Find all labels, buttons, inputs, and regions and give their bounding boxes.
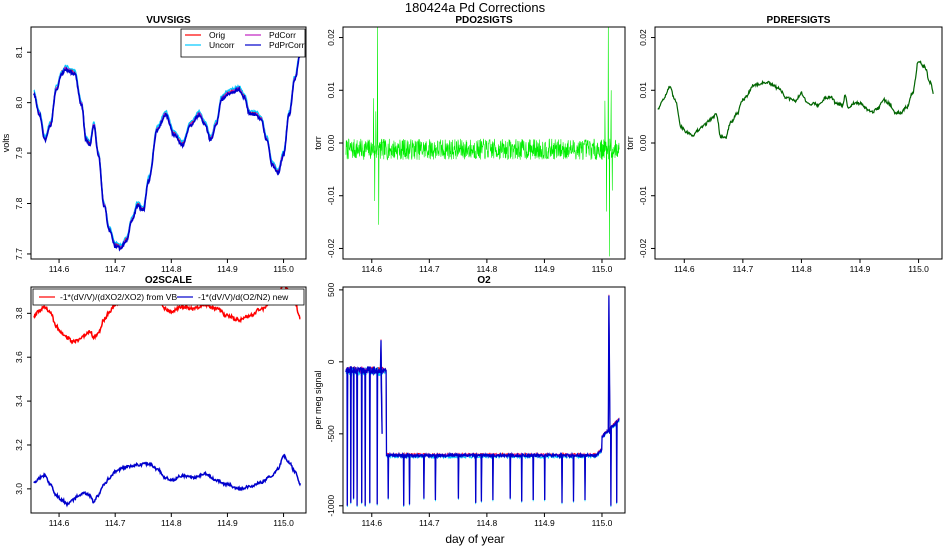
x-tick-label: 114.9: [217, 518, 238, 528]
x-tick-label: 114.8: [791, 264, 812, 274]
legend-label: Uncorr: [209, 40, 235, 50]
plot-frame: [30, 286, 307, 514]
legend-label: -1*(dV/V)/d(O2/N2) new: [198, 292, 289, 302]
panel-title: VUVSIGS: [146, 15, 191, 26]
y-tick-label: 8.1: [14, 46, 24, 58]
x-tick-label: 114.7: [419, 264, 440, 274]
y-tick-label: 3.8: [14, 307, 24, 319]
series-line-o2-3: [345, 295, 620, 506]
y-tick-label: 3.0: [14, 483, 24, 495]
x-tick-label: 115.0: [908, 264, 929, 274]
series-line-vuvsigs-2: [33, 52, 301, 251]
y-tick-label: 3.6: [14, 351, 24, 363]
y-tick-label: 0.01: [638, 82, 648, 99]
panel-o2: O2 114.6 114.7 114.8 114.9 115.0 -1000 -500 0 500…: [313, 275, 626, 528]
y-tick-label: 3.2: [14, 439, 24, 451]
x-tick-label: 114.8: [477, 518, 498, 528]
x-tick-label: 114.9: [534, 264, 555, 274]
y-tick-label: 7.8: [14, 197, 24, 209]
y-tick-label: 0.02: [326, 29, 336, 46]
legend-label: -1*(dV/V)/(dXO2/XO2) from VB: [60, 292, 177, 302]
y-tick-label: -0.02: [326, 238, 336, 258]
panel-title: O2: [477, 275, 491, 286]
x-tick-label: 115.0: [592, 518, 613, 528]
figure-title: 180424a Pd Corrections: [405, 0, 546, 15]
x-tick-label: 114.7: [105, 264, 126, 274]
y-tick-label: -0.01: [326, 186, 336, 206]
series-line-o2-2: [345, 295, 620, 506]
panel-o2scale: O2SCALE 114.6 114.7 114.8 114.9 115.0 3.0 3.2 3.…: [14, 275, 307, 528]
x-tick-label: 115.0: [273, 518, 294, 528]
x-tick-label: 114.6: [361, 518, 382, 528]
plot-area: [345, 27, 620, 257]
x-tick-label: 114.7: [419, 518, 440, 528]
series-line-pdo2sig: [345, 27, 620, 257]
y-tick-label: 0.00: [326, 134, 336, 151]
x-tick-label: 114.6: [49, 264, 70, 274]
y-tick-label: -500: [326, 425, 336, 442]
series-line-vuvsigs-1: [33, 49, 301, 247]
panel-vuvsigs: VUVSIGS 114.6 114.7 114.8 114.9 115.0 7.7 7.8 7.…: [1, 15, 307, 274]
panel-title: PDREFSIGTS: [767, 15, 831, 26]
x-tick-label: 115.0: [273, 264, 294, 274]
y-axis-label: volts: [1, 133, 11, 152]
y-axis-label: torr: [313, 136, 323, 150]
series-line-vuvsigs-3: [33, 53, 301, 252]
figure-xlabel: day of year: [445, 532, 504, 546]
legend-box: [32, 288, 305, 306]
x-tick-label: 114.8: [477, 264, 498, 274]
plot-area: [345, 294, 620, 508]
legend-label: Orig: [209, 30, 225, 40]
series-line-o2scale-1: [33, 453, 302, 508]
y-tick-label: 7.9: [14, 147, 24, 159]
y-tick-label: 7.7: [14, 248, 24, 260]
legend: Orig PdCorr Uncorr PdPrCorr: [180, 28, 306, 58]
x-tick-label: 114.8: [161, 518, 182, 528]
y-tick-label: 0: [326, 359, 336, 364]
panel-pdrefsigts: PDREFSIGTS 114.6 114.7 114.8 114.9 115.0 -0.02…: [625, 15, 943, 274]
y-tick-label: 8.0: [14, 96, 24, 108]
x-tick-label: 114.9: [217, 264, 238, 274]
y-axis-label: per meg signal: [313, 370, 323, 429]
series-line-vuvsigs-0: [33, 52, 301, 248]
panel-title: PDO2SIGTS: [455, 15, 513, 26]
y-tick-label: -1000: [326, 495, 336, 517]
plot-frame: [654, 26, 943, 260]
x-tick-label: 114.6: [674, 264, 695, 274]
y-tick-label: 3.4: [14, 395, 24, 407]
plot-frame: [342, 286, 626, 514]
x-tick-label: 114.7: [733, 264, 754, 274]
y-tick-label: 0.02: [638, 29, 648, 46]
plot-frame: [30, 26, 307, 260]
y-tick-label: 0.01: [326, 82, 336, 99]
series-line-o2scale-0: [33, 287, 301, 345]
x-tick-label: 115.0: [592, 264, 613, 274]
x-tick-label: 114.9: [534, 518, 555, 528]
y-tick-label: -0.02: [638, 238, 648, 258]
series-line-pdrefsigts-0: [657, 60, 934, 140]
panel-pdo2sigts: PDO2SIGTS 114.6 114.7 114.8 114.9 115.0 -0.02 -…: [313, 15, 626, 274]
x-tick-label: 114.6: [49, 518, 70, 528]
x-tick-label: 114.6: [361, 264, 382, 274]
legend-label: PdCorr: [269, 30, 296, 40]
x-tick-label: 114.9: [850, 264, 871, 274]
plot-area: [33, 287, 302, 508]
panel-title: O2SCALE: [145, 275, 193, 286]
series-line-o2-0: [345, 294, 620, 505]
y-tick-label: 500: [326, 283, 336, 297]
plot-area: [33, 49, 301, 252]
x-tick-label: 114.7: [105, 518, 126, 528]
y-axis-label: torr: [625, 136, 635, 150]
x-tick-label: 114.8: [161, 264, 182, 274]
legend-label: PdPrCorr: [269, 40, 305, 50]
plot-area: [657, 60, 934, 140]
y-tick-label: -0.01: [638, 186, 648, 206]
legend: -1*(dV/V)/(dXO2/XO2) from VB -1*(dV/V)/d(…: [32, 288, 305, 306]
y-tick-label: 0.00: [638, 134, 648, 151]
legend-box: [180, 28, 306, 58]
